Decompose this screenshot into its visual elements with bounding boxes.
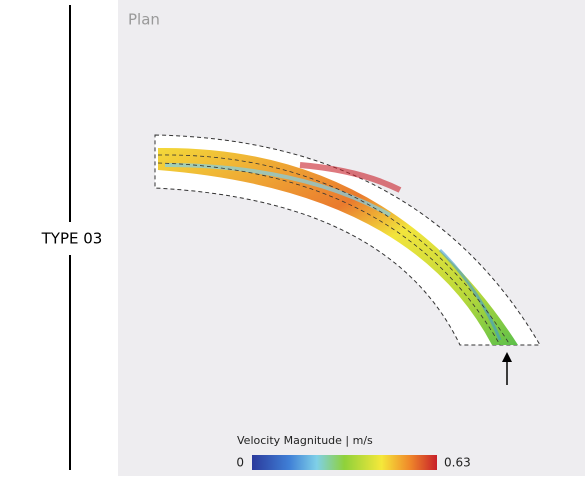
flow-field xyxy=(158,147,518,345)
legend-title: Velocity Magnitude | m/s xyxy=(237,434,373,447)
panel xyxy=(118,0,585,476)
panel-title: Plan xyxy=(128,11,160,29)
channel-outline xyxy=(154,134,541,346)
colorbar xyxy=(252,455,437,470)
centerline xyxy=(157,154,511,346)
legend-max: 0.63 xyxy=(444,456,471,470)
flow-slow xyxy=(438,248,502,341)
centerline xyxy=(157,162,501,346)
arrow-head xyxy=(502,352,512,362)
flow-slow xyxy=(164,163,391,217)
type-label: TYPE 03 xyxy=(41,230,103,248)
flow-fast xyxy=(299,162,402,193)
legend-min: 0 xyxy=(236,456,244,470)
